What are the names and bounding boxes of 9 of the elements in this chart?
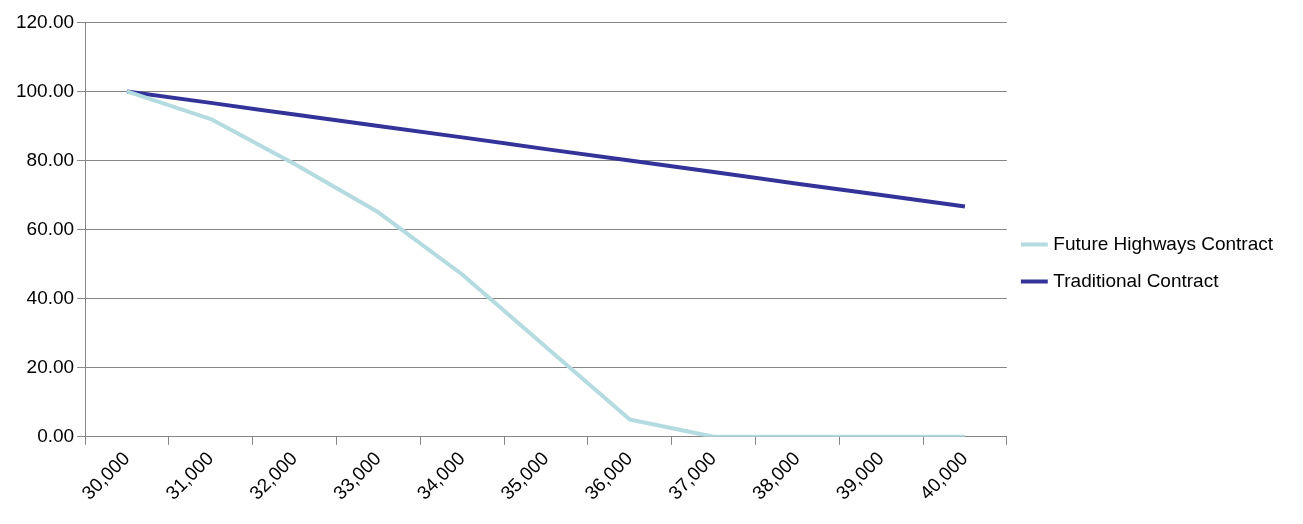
y-tick-label: 120.00: [15, 10, 75, 32]
y-tick-label: 60.00: [26, 217, 75, 239]
y-tick-label: 20.00: [26, 355, 75, 377]
legend-label: Traditional Contract: [1053, 269, 1220, 291]
y-tick-label: 40.00: [26, 286, 75, 308]
legend-label: Future Highways Contract: [1053, 232, 1274, 254]
y-tick-label: 80.00: [26, 148, 75, 170]
y-tick-label: 100.00: [15, 79, 75, 101]
y-tick-label: 0.00: [37, 425, 75, 447]
